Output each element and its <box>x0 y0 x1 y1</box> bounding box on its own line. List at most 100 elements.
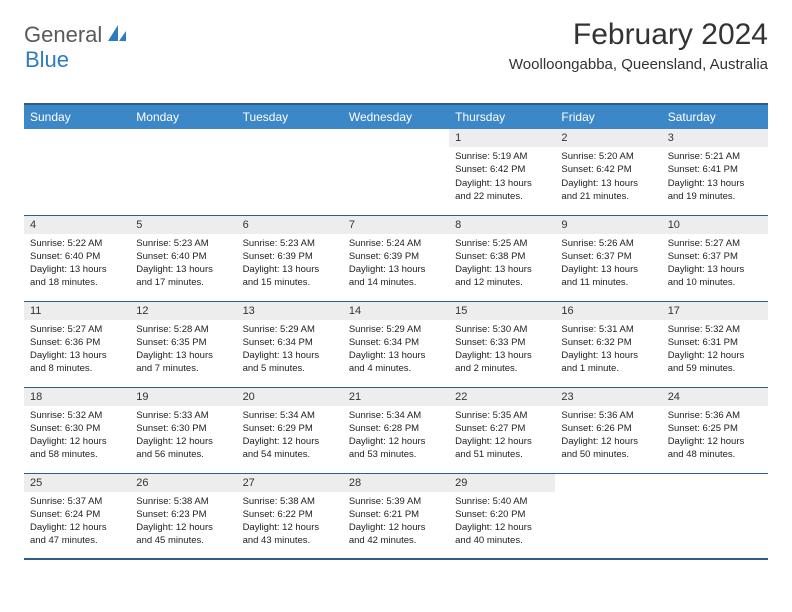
calendar-day-cell: 25Sunrise: 5:37 AMSunset: 6:24 PMDayligh… <box>24 473 130 559</box>
day-info: Sunrise: 5:27 AMSunset: 6:36 PMDaylight:… <box>24 320 130 378</box>
sunset-line: Sunset: 6:41 PM <box>668 163 762 176</box>
sunrise-line: Sunrise: 5:37 AM <box>30 495 124 508</box>
calendar-day-cell: 10Sunrise: 5:27 AMSunset: 6:37 PMDayligh… <box>662 215 768 301</box>
day-info: Sunrise: 5:38 AMSunset: 6:22 PMDaylight:… <box>237 492 343 550</box>
sunset-line: Sunset: 6:39 PM <box>243 250 337 263</box>
calendar-day-cell <box>343 129 449 215</box>
logo-text-blue: Blue <box>25 47 69 72</box>
daylight-line: Daylight: 12 hours and 59 minutes. <box>668 349 762 376</box>
day-info: Sunrise: 5:19 AMSunset: 6:42 PMDaylight:… <box>449 147 555 205</box>
calendar-day-cell: 12Sunrise: 5:28 AMSunset: 6:35 PMDayligh… <box>130 301 236 387</box>
calendar-day-cell: 17Sunrise: 5:32 AMSunset: 6:31 PMDayligh… <box>662 301 768 387</box>
sunrise-line: Sunrise: 5:36 AM <box>561 409 655 422</box>
sunrise-line: Sunrise: 5:30 AM <box>455 323 549 336</box>
sunrise-line: Sunrise: 5:34 AM <box>243 409 337 422</box>
calendar-day-cell: 24Sunrise: 5:36 AMSunset: 6:25 PMDayligh… <box>662 387 768 473</box>
day-info: Sunrise: 5:24 AMSunset: 6:39 PMDaylight:… <box>343 234 449 292</box>
day-info: Sunrise: 5:38 AMSunset: 6:23 PMDaylight:… <box>130 492 236 550</box>
day-header: Friday <box>555 104 661 129</box>
day-number: 26 <box>130 474 236 492</box>
day-header: Tuesday <box>237 104 343 129</box>
sunrise-line: Sunrise: 5:29 AM <box>349 323 443 336</box>
daylight-line: Daylight: 12 hours and 43 minutes. <box>243 521 337 548</box>
day-info: Sunrise: 5:31 AMSunset: 6:32 PMDaylight:… <box>555 320 661 378</box>
day-info: Sunrise: 5:29 AMSunset: 6:34 PMDaylight:… <box>343 320 449 378</box>
sunset-line: Sunset: 6:42 PM <box>561 163 655 176</box>
daylight-line: Daylight: 12 hours and 53 minutes. <box>349 435 443 462</box>
daylight-line: Daylight: 13 hours and 18 minutes. <box>30 263 124 290</box>
day-info: Sunrise: 5:40 AMSunset: 6:20 PMDaylight:… <box>449 492 555 550</box>
day-info: Sunrise: 5:37 AMSunset: 6:24 PMDaylight:… <box>24 492 130 550</box>
day-info: Sunrise: 5:39 AMSunset: 6:21 PMDaylight:… <box>343 492 449 550</box>
sunset-line: Sunset: 6:26 PM <box>561 422 655 435</box>
sunset-line: Sunset: 6:20 PM <box>455 508 549 521</box>
daylight-line: Daylight: 13 hours and 1 minute. <box>561 349 655 376</box>
daylight-line: Daylight: 12 hours and 54 minutes. <box>243 435 337 462</box>
calendar-day-cell: 13Sunrise: 5:29 AMSunset: 6:34 PMDayligh… <box>237 301 343 387</box>
sunset-line: Sunset: 6:40 PM <box>136 250 230 263</box>
day-number: 12 <box>130 302 236 320</box>
sunset-line: Sunset: 6:25 PM <box>668 422 762 435</box>
sunrise-line: Sunrise: 5:25 AM <box>455 237 549 250</box>
sunrise-line: Sunrise: 5:23 AM <box>136 237 230 250</box>
calendar-day-cell: 22Sunrise: 5:35 AMSunset: 6:27 PMDayligh… <box>449 387 555 473</box>
day-info: Sunrise: 5:26 AMSunset: 6:37 PMDaylight:… <box>555 234 661 292</box>
sunrise-line: Sunrise: 5:24 AM <box>349 237 443 250</box>
sunrise-line: Sunrise: 5:39 AM <box>349 495 443 508</box>
sunset-line: Sunset: 6:34 PM <box>349 336 443 349</box>
logo-sail-icon <box>106 23 128 48</box>
calendar-day-cell: 3Sunrise: 5:21 AMSunset: 6:41 PMDaylight… <box>662 129 768 215</box>
calendar-day-cell: 11Sunrise: 5:27 AMSunset: 6:36 PMDayligh… <box>24 301 130 387</box>
daylight-line: Daylight: 13 hours and 12 minutes. <box>455 263 549 290</box>
calendar-day-cell: 27Sunrise: 5:38 AMSunset: 6:22 PMDayligh… <box>237 473 343 559</box>
calendar-day-cell: 7Sunrise: 5:24 AMSunset: 6:39 PMDaylight… <box>343 215 449 301</box>
sunrise-line: Sunrise: 5:32 AM <box>30 409 124 422</box>
daylight-line: Daylight: 12 hours and 45 minutes. <box>136 521 230 548</box>
sunset-line: Sunset: 6:37 PM <box>668 250 762 263</box>
daylight-line: Daylight: 13 hours and 21 minutes. <box>561 177 655 204</box>
sunrise-line: Sunrise: 5:35 AM <box>455 409 549 422</box>
day-info: Sunrise: 5:36 AMSunset: 6:26 PMDaylight:… <box>555 406 661 464</box>
daylight-line: Daylight: 12 hours and 48 minutes. <box>668 435 762 462</box>
sunset-line: Sunset: 6:27 PM <box>455 422 549 435</box>
day-number: 1 <box>449 129 555 147</box>
day-info: Sunrise: 5:29 AMSunset: 6:34 PMDaylight:… <box>237 320 343 378</box>
day-info: Sunrise: 5:21 AMSunset: 6:41 PMDaylight:… <box>662 147 768 205</box>
daylight-line: Daylight: 13 hours and 4 minutes. <box>349 349 443 376</box>
location-label: Woolloongabba, Queensland, Australia <box>509 56 768 73</box>
calendar-day-cell: 19Sunrise: 5:33 AMSunset: 6:30 PMDayligh… <box>130 387 236 473</box>
sunrise-line: Sunrise: 5:34 AM <box>349 409 443 422</box>
day-number: 6 <box>237 216 343 234</box>
title-block: February 2024 Woolloongabba, Queensland,… <box>509 18 768 73</box>
daylight-line: Daylight: 12 hours and 42 minutes. <box>349 521 443 548</box>
day-number: 20 <box>237 388 343 406</box>
sunset-line: Sunset: 6:42 PM <box>455 163 549 176</box>
sunrise-line: Sunrise: 5:20 AM <box>561 150 655 163</box>
day-number: 15 <box>449 302 555 320</box>
daylight-line: Daylight: 13 hours and 22 minutes. <box>455 177 549 204</box>
sunrise-line: Sunrise: 5:27 AM <box>668 237 762 250</box>
sunset-line: Sunset: 6:39 PM <box>349 250 443 263</box>
day-number: 8 <box>449 216 555 234</box>
day-number: 5 <box>130 216 236 234</box>
daylight-line: Daylight: 13 hours and 11 minutes. <box>561 263 655 290</box>
day-number: 23 <box>555 388 661 406</box>
day-info: Sunrise: 5:22 AMSunset: 6:40 PMDaylight:… <box>24 234 130 292</box>
day-header: Monday <box>130 104 236 129</box>
logo: General <box>24 22 130 48</box>
sunset-line: Sunset: 6:40 PM <box>30 250 124 263</box>
calendar-day-cell: 9Sunrise: 5:26 AMSunset: 6:37 PMDaylight… <box>555 215 661 301</box>
sunrise-line: Sunrise: 5:33 AM <box>136 409 230 422</box>
calendar-week-row: 1Sunrise: 5:19 AMSunset: 6:42 PMDaylight… <box>24 129 768 215</box>
sunset-line: Sunset: 6:31 PM <box>668 336 762 349</box>
daylight-line: Daylight: 12 hours and 50 minutes. <box>561 435 655 462</box>
calendar-day-cell: 16Sunrise: 5:31 AMSunset: 6:32 PMDayligh… <box>555 301 661 387</box>
calendar-day-cell: 5Sunrise: 5:23 AMSunset: 6:40 PMDaylight… <box>130 215 236 301</box>
day-info: Sunrise: 5:27 AMSunset: 6:37 PMDaylight:… <box>662 234 768 292</box>
day-number: 4 <box>24 216 130 234</box>
calendar-week-row: 25Sunrise: 5:37 AMSunset: 6:24 PMDayligh… <box>24 473 768 559</box>
logo-blue-wrap: Blue <box>25 47 69 73</box>
day-number: 13 <box>237 302 343 320</box>
day-number: 3 <box>662 129 768 147</box>
day-info: Sunrise: 5:23 AMSunset: 6:39 PMDaylight:… <box>237 234 343 292</box>
